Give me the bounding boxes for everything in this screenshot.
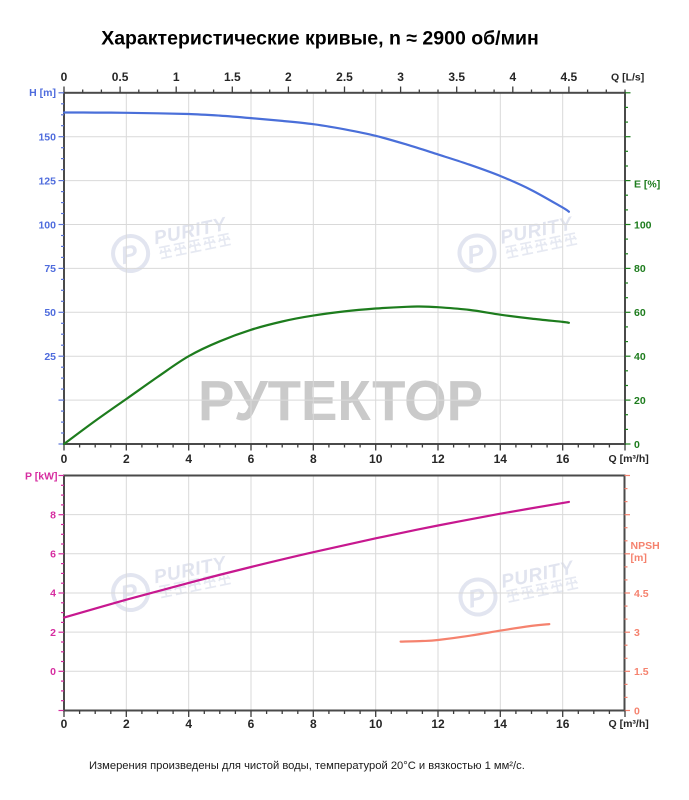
svg-text:16: 16 [556,717,570,731]
svg-text:1.5: 1.5 [224,70,241,84]
svg-text:E [%]: E [%] [634,179,660,191]
svg-text:Характеристические кривые, n ≈: Характеристические кривые, n ≈ 2900 об/м… [101,28,539,50]
svg-text:150: 150 [38,132,56,144]
svg-text:14: 14 [494,717,508,731]
svg-text:H [m]: H [m] [29,87,56,99]
svg-text:10: 10 [369,452,383,466]
svg-text:12: 12 [431,452,445,466]
svg-text:4.5: 4.5 [634,588,649,600]
svg-text:4: 4 [185,452,192,466]
svg-text:4: 4 [50,588,56,600]
svg-text:0: 0 [634,439,640,451]
svg-text:Q [m³/h]: Q [m³/h] [609,718,649,730]
svg-text:40: 40 [634,351,646,363]
svg-text:10: 10 [369,717,383,731]
svg-text:4.5: 4.5 [561,70,578,84]
svg-text:60: 60 [634,307,646,319]
svg-text:Q [L/s]: Q [L/s] [611,72,644,84]
svg-text:0: 0 [50,666,56,678]
svg-text:2: 2 [285,70,292,84]
svg-text:0.5: 0.5 [112,70,129,84]
svg-text:4: 4 [185,717,192,731]
svg-text:6: 6 [50,549,56,561]
svg-text:Измерения произведены для чист: Измерения произведены для чистой воды, т… [89,760,525,772]
svg-text:2: 2 [123,717,130,731]
svg-text:75: 75 [44,263,56,275]
svg-text:4: 4 [509,70,516,84]
svg-text:0: 0 [634,705,640,717]
svg-text:0: 0 [61,70,68,84]
svg-text:NPSH: NPSH [631,540,660,552]
svg-text:8: 8 [50,509,56,521]
svg-text:РУТЕКТОР: РУТЕКТОР [198,369,483,433]
svg-text:[m]: [m] [631,552,647,564]
svg-text:6: 6 [248,717,255,731]
svg-text:P [kW]: P [kW] [25,471,57,483]
svg-text:125: 125 [38,175,56,187]
svg-text:0: 0 [61,717,68,731]
svg-text:Q [m³/h]: Q [m³/h] [609,453,649,465]
svg-text:2: 2 [123,452,130,466]
svg-text:2: 2 [50,627,56,639]
svg-text:3: 3 [397,70,404,84]
svg-text:12: 12 [431,717,445,731]
svg-text:8: 8 [310,452,317,466]
svg-text:8: 8 [310,717,317,731]
svg-text:14: 14 [494,452,508,466]
svg-text:20: 20 [634,395,646,407]
svg-text:3.5: 3.5 [448,70,465,84]
svg-text:100: 100 [634,219,652,231]
svg-text:100: 100 [38,219,56,231]
svg-text:2.5: 2.5 [336,70,353,84]
svg-text:1: 1 [173,70,180,84]
svg-text:3: 3 [634,627,640,639]
svg-text:6: 6 [248,452,255,466]
svg-text:1.5: 1.5 [634,666,649,678]
svg-text:25: 25 [44,351,56,363]
svg-text:80: 80 [634,263,646,275]
svg-text:50: 50 [44,307,56,319]
svg-text:0: 0 [61,452,68,466]
svg-text:16: 16 [556,452,570,466]
